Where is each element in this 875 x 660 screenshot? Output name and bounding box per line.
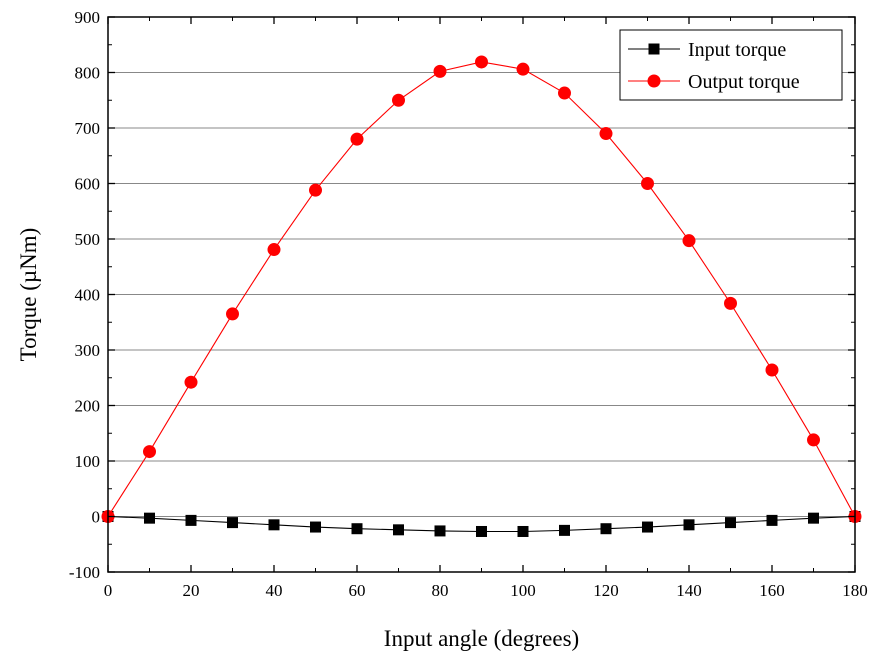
data-point: [392, 93, 405, 107]
data-point: [476, 525, 487, 537]
data-point: [807, 433, 820, 447]
x-tick-label: 40: [266, 581, 283, 600]
x-tick-label: 20: [183, 581, 200, 600]
y-tick-label: 900: [75, 8, 101, 27]
y-tick-label: 200: [75, 397, 101, 416]
y-tick-label: 600: [75, 175, 101, 194]
axis-ticks: [107, 16, 856, 573]
legend-box: [619, 29, 843, 101]
data-point: [184, 375, 198, 389]
data-point: [185, 514, 197, 526]
series-line: [107, 61, 856, 517]
grid-lines: [108, 72, 855, 517]
data-point: [434, 525, 446, 537]
tick-labels: 0 20 40 60 80 100 120 140 160 180-100010020030040…: [69, 8, 868, 600]
y-axis-label: Torque (µNm): [16, 228, 41, 362]
y-tick-label: 100: [75, 452, 101, 471]
data-point: [350, 132, 364, 146]
data-point: [144, 512, 155, 524]
data-point: [227, 517, 238, 529]
data-point: [143, 445, 156, 459]
data-point: [725, 517, 736, 529]
data-point: [600, 523, 612, 535]
y-tick-label: 0: [92, 508, 101, 527]
x-tick-label: 140: [676, 581, 702, 600]
data-point: [642, 521, 653, 533]
y-tick-label: 700: [75, 119, 101, 138]
data-point: [765, 363, 779, 377]
x-tick-label: 60: [349, 581, 366, 600]
data-point: [309, 183, 322, 197]
legend-entry-label: Output torque: [688, 71, 800, 93]
y-tick-label: 400: [75, 286, 101, 305]
data-point: [559, 524, 570, 536]
data-point: [682, 234, 696, 248]
x-tick-label: 100: [510, 581, 536, 600]
data-point: [808, 512, 819, 524]
data-point: [268, 519, 280, 531]
data-point: [517, 525, 529, 537]
data-point: [351, 523, 363, 535]
data-point: [267, 243, 281, 257]
data-point: [310, 521, 321, 533]
x-tick-label: 120: [593, 581, 619, 600]
data-point: [475, 55, 488, 69]
series-1: [102, 511, 861, 537]
x-tick-label: 0: [104, 581, 113, 600]
series-2: [101, 55, 862, 523]
data-point: [516, 62, 530, 76]
data-point: [599, 127, 613, 141]
x-tick-label: 80: [432, 581, 449, 600]
x-tick-label: 180: [842, 581, 868, 600]
data-point: [226, 307, 239, 321]
y-tick-label: 800: [75, 64, 101, 83]
data-point: [724, 296, 737, 310]
y-tick-label: 500: [75, 230, 101, 249]
data-point: [641, 177, 654, 190]
data-point: [558, 86, 571, 100]
legend: Input torque Output torque: [619, 29, 843, 101]
data-point: [683, 519, 695, 531]
data-point: [433, 64, 447, 78]
legend-marker: [647, 74, 661, 88]
data-point: [393, 524, 404, 536]
y-tick-label: -100: [69, 563, 100, 582]
x-tick-label: 160: [759, 581, 785, 600]
y-tick-label: 300: [75, 341, 101, 360]
x-axis-label: Input angle (degrees): [384, 626, 579, 651]
legend-marker: [648, 43, 660, 55]
legend-entry-label: Input torque: [688, 39, 786, 61]
data-point: [766, 514, 778, 526]
